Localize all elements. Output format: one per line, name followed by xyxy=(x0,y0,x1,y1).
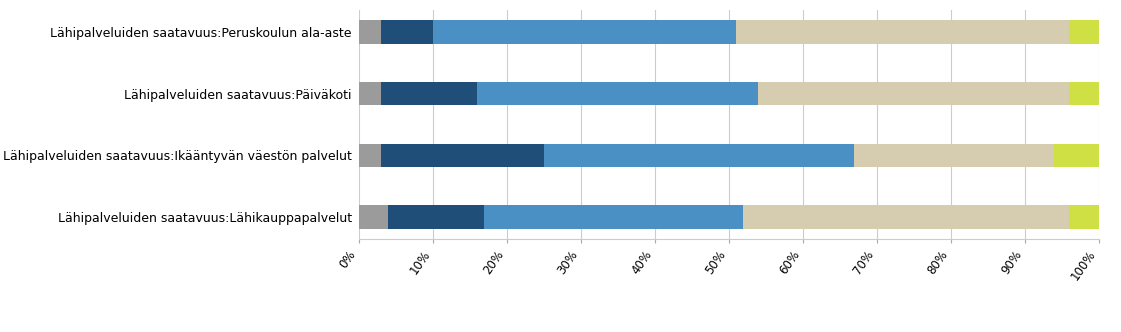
Bar xyxy=(388,205,484,229)
Bar xyxy=(484,205,743,229)
Bar xyxy=(854,144,1054,167)
Bar xyxy=(359,205,388,229)
Bar xyxy=(743,205,1069,229)
Bar xyxy=(381,82,478,105)
Bar xyxy=(359,20,381,44)
Bar xyxy=(544,144,854,167)
Bar xyxy=(359,82,381,105)
Bar xyxy=(1069,205,1099,229)
Bar xyxy=(381,20,433,44)
Bar xyxy=(381,144,544,167)
Bar xyxy=(433,20,736,44)
Bar xyxy=(1069,82,1099,105)
Bar xyxy=(1054,144,1099,167)
Bar xyxy=(1069,20,1099,44)
Bar xyxy=(478,82,758,105)
Bar xyxy=(736,20,1069,44)
Bar xyxy=(758,82,1069,105)
Bar xyxy=(359,144,381,167)
